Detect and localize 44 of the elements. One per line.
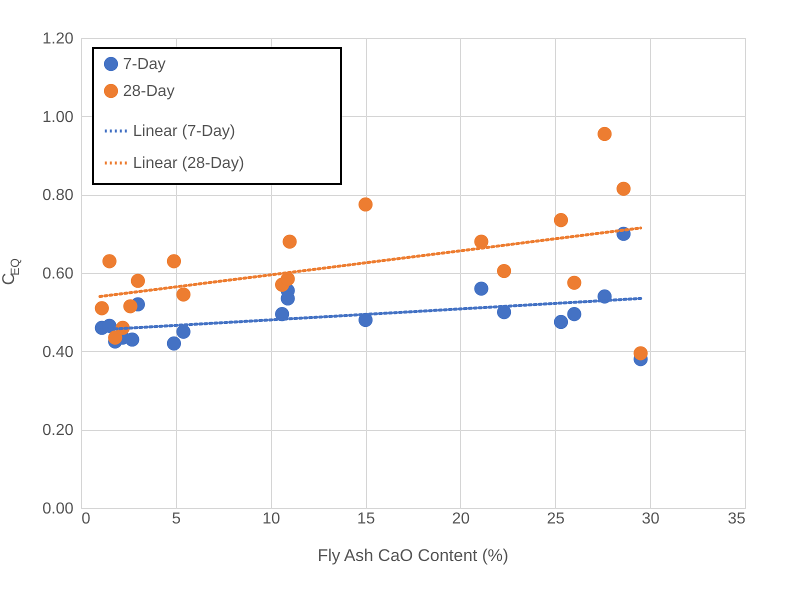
point [166,254,182,268]
y-tick-label: 0.20 [42,422,74,440]
y-tick-label: 0.60 [42,266,74,282]
point [176,287,191,302]
x-tick-label: 5 [172,510,181,528]
point [358,197,373,212]
y-tick-label: 0.80 [42,187,74,204]
point [496,264,512,278]
x-tick-label: 10 [262,510,280,528]
point [598,126,612,142]
point [567,307,582,322]
legend-label: Linear (28-Day) [133,155,244,172]
x-axis-title: Fly Ash CaO Content (%) [318,546,508,565]
legend-label: Linear (7-Day) [133,123,236,140]
x-tick-label: 30 [642,510,660,528]
point [554,314,568,330]
y-axis-title: CEQ [0,258,22,286]
x-tick-label: 35 [728,510,746,528]
legend-label: 28-Day [123,83,175,100]
point [474,234,488,249]
point [554,213,568,228]
x-tick-label: 25 [546,510,565,528]
point [130,274,145,288]
point [282,234,297,249]
x-tick-label: 15 [357,510,376,528]
point [123,299,138,314]
x-tick-label: 0 [82,510,90,528]
y-tick-label: 1.00 [42,108,74,126]
x-tick-label: 20 [452,510,470,528]
y-tick-label: 0.40 [42,344,74,361]
point [94,301,109,316]
point [176,324,191,339]
point [616,182,631,196]
point [634,346,648,360]
point [567,276,582,290]
y-tick-label: 1.20 [42,30,74,48]
point [125,332,140,347]
point [102,254,117,268]
point [166,336,182,351]
point [280,272,295,286]
point [474,282,488,296]
point [108,330,122,345]
legend-label: 7-Day [123,56,166,73]
y-tick-label: 0.00 [42,500,74,518]
